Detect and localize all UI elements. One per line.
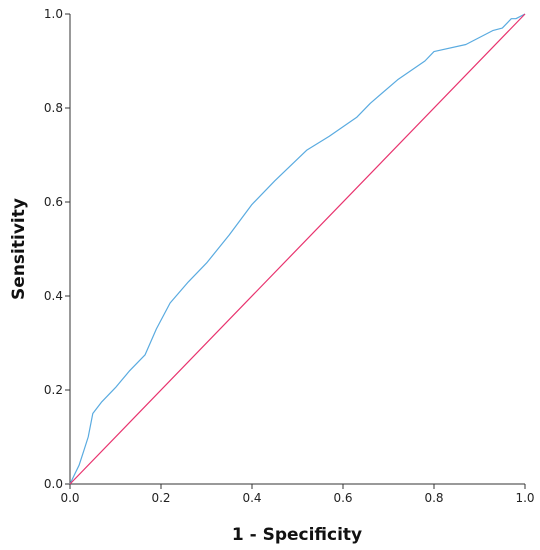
y-tick-label: 0.6	[44, 195, 63, 209]
y-tick-label: 0.8	[44, 101, 63, 115]
x-tick-label: 0.4	[242, 491, 261, 505]
x-tick-label: 0.6	[333, 491, 352, 505]
x-tick-label: 1.0	[515, 491, 534, 505]
axes: 0.0 0.2 0.4 0.6 0.8 1.0 0.0 0.2 0.4 0.6 0.8 1.0	[44, 7, 535, 505]
series-group	[69, 13, 526, 485]
y-tick-label: 0.4	[44, 289, 63, 303]
y-tick-label: 1.0	[44, 7, 63, 21]
x-tick-label: 0.2	[151, 491, 170, 505]
roc-curve-line	[69, 13, 526, 485]
x-tick-label: 0.8	[424, 491, 443, 505]
y-tick-label: 0.2	[44, 383, 63, 397]
x-tick-label: 0.0	[60, 491, 79, 505]
reference-diagonal-line	[69, 13, 526, 485]
x-axis-title: 1 - Specificity	[232, 525, 362, 545]
y-tick-label: 0.0	[44, 477, 63, 491]
y-axis-title: Sensitivity	[9, 198, 29, 300]
